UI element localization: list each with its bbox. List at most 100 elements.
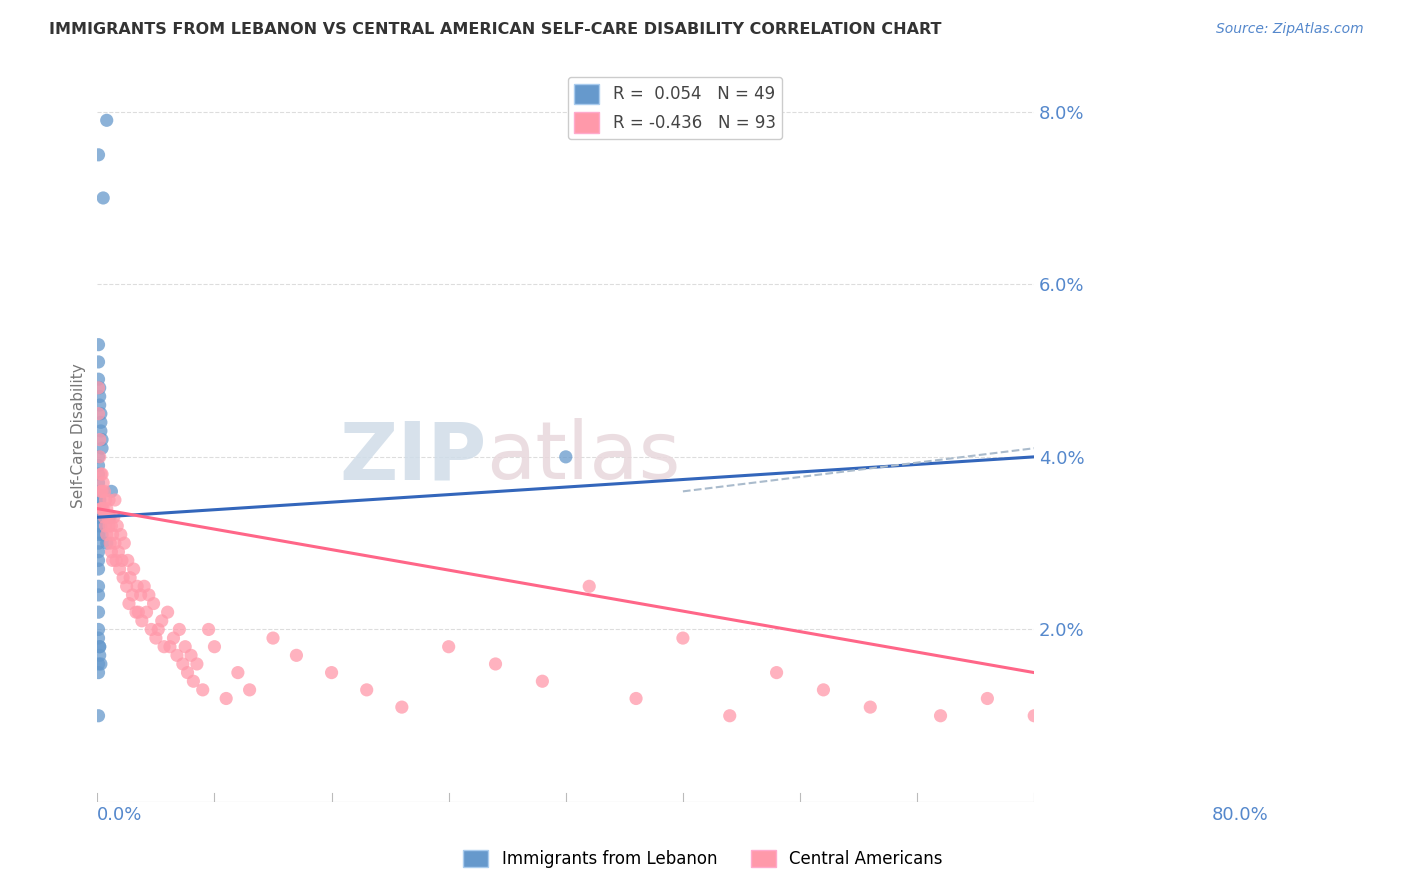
Point <box>87 355 110 369</box>
Text: IMMIGRANTS FROM LEBANON VS CENTRAL AMERICAN SELF-CARE DISABILITY CORRELATION CHA: IMMIGRANTS FROM LEBANON VS CENTRAL AMERI… <box>49 22 942 37</box>
Point <box>437 640 460 654</box>
Point <box>929 708 952 723</box>
Point <box>87 562 110 576</box>
Point <box>156 605 179 619</box>
Point <box>91 441 114 455</box>
Point <box>87 708 110 723</box>
Point <box>96 501 118 516</box>
Point <box>96 527 118 541</box>
Point <box>262 631 284 645</box>
Point <box>90 424 112 438</box>
Point <box>87 148 110 162</box>
Point <box>87 623 110 637</box>
Point <box>87 545 110 559</box>
Point <box>87 527 110 541</box>
Point <box>226 665 249 680</box>
Point <box>90 501 112 516</box>
Point <box>148 623 170 637</box>
Point <box>110 527 132 541</box>
Point <box>87 553 110 567</box>
Point <box>87 337 110 351</box>
Point <box>125 605 148 619</box>
Point <box>98 510 121 524</box>
Point <box>87 657 110 671</box>
Point <box>239 682 262 697</box>
Point <box>183 674 205 689</box>
Point <box>90 415 112 429</box>
Point <box>90 519 112 533</box>
Point <box>166 648 188 663</box>
Point <box>531 674 554 689</box>
Point <box>484 657 506 671</box>
Point <box>103 510 125 524</box>
Point <box>87 665 110 680</box>
Point <box>180 648 202 663</box>
Point <box>87 588 110 602</box>
Point <box>172 657 194 671</box>
Point <box>100 519 122 533</box>
Point <box>112 571 135 585</box>
Point <box>153 640 176 654</box>
Point <box>134 579 156 593</box>
Point <box>97 510 120 524</box>
Point <box>87 450 110 464</box>
Point <box>104 536 127 550</box>
Point <box>89 493 111 508</box>
Point <box>765 665 787 680</box>
Point <box>94 493 117 508</box>
Point <box>89 640 111 654</box>
Point <box>127 579 149 593</box>
Point <box>87 501 110 516</box>
Point <box>89 648 111 663</box>
Point <box>98 519 121 533</box>
Point <box>89 501 111 516</box>
Text: 80.0%: 80.0% <box>1212 805 1268 823</box>
Text: atlas: atlas <box>486 418 681 496</box>
Point <box>115 579 138 593</box>
Legend: Immigrants from Lebanon, Central Americans: Immigrants from Lebanon, Central America… <box>457 843 949 875</box>
Point <box>101 527 124 541</box>
Point <box>89 398 111 412</box>
Point <box>718 708 741 723</box>
Point <box>391 700 413 714</box>
Point <box>91 484 114 499</box>
Point <box>112 536 135 550</box>
Point <box>90 467 112 482</box>
Point <box>135 605 157 619</box>
Point <box>127 605 149 619</box>
Point <box>141 623 163 637</box>
Point <box>176 665 198 680</box>
Point <box>142 597 165 611</box>
Point <box>87 458 110 473</box>
Point <box>150 614 173 628</box>
Point <box>89 640 111 654</box>
Point <box>159 640 181 654</box>
Point <box>100 545 122 559</box>
Point <box>87 475 110 490</box>
Point <box>91 433 114 447</box>
Point <box>100 484 122 499</box>
Point <box>138 588 160 602</box>
Text: 0.0%: 0.0% <box>97 805 143 823</box>
Point <box>91 527 114 541</box>
Point <box>186 657 208 671</box>
Point <box>145 631 167 645</box>
Point <box>94 519 117 533</box>
Point <box>90 510 112 524</box>
Point <box>90 484 112 499</box>
Y-axis label: Self-Care Disability: Self-Care Disability <box>72 363 86 508</box>
Point <box>87 631 110 645</box>
Point <box>108 562 131 576</box>
Point <box>117 553 139 567</box>
Point <box>129 588 152 602</box>
Point <box>93 510 115 524</box>
Point <box>90 407 112 421</box>
Point <box>87 372 110 386</box>
Point <box>121 588 143 602</box>
Point <box>356 682 378 697</box>
Point <box>174 640 197 654</box>
Point <box>91 501 114 516</box>
Point <box>93 484 115 499</box>
Point <box>105 519 128 533</box>
Point <box>672 631 695 645</box>
